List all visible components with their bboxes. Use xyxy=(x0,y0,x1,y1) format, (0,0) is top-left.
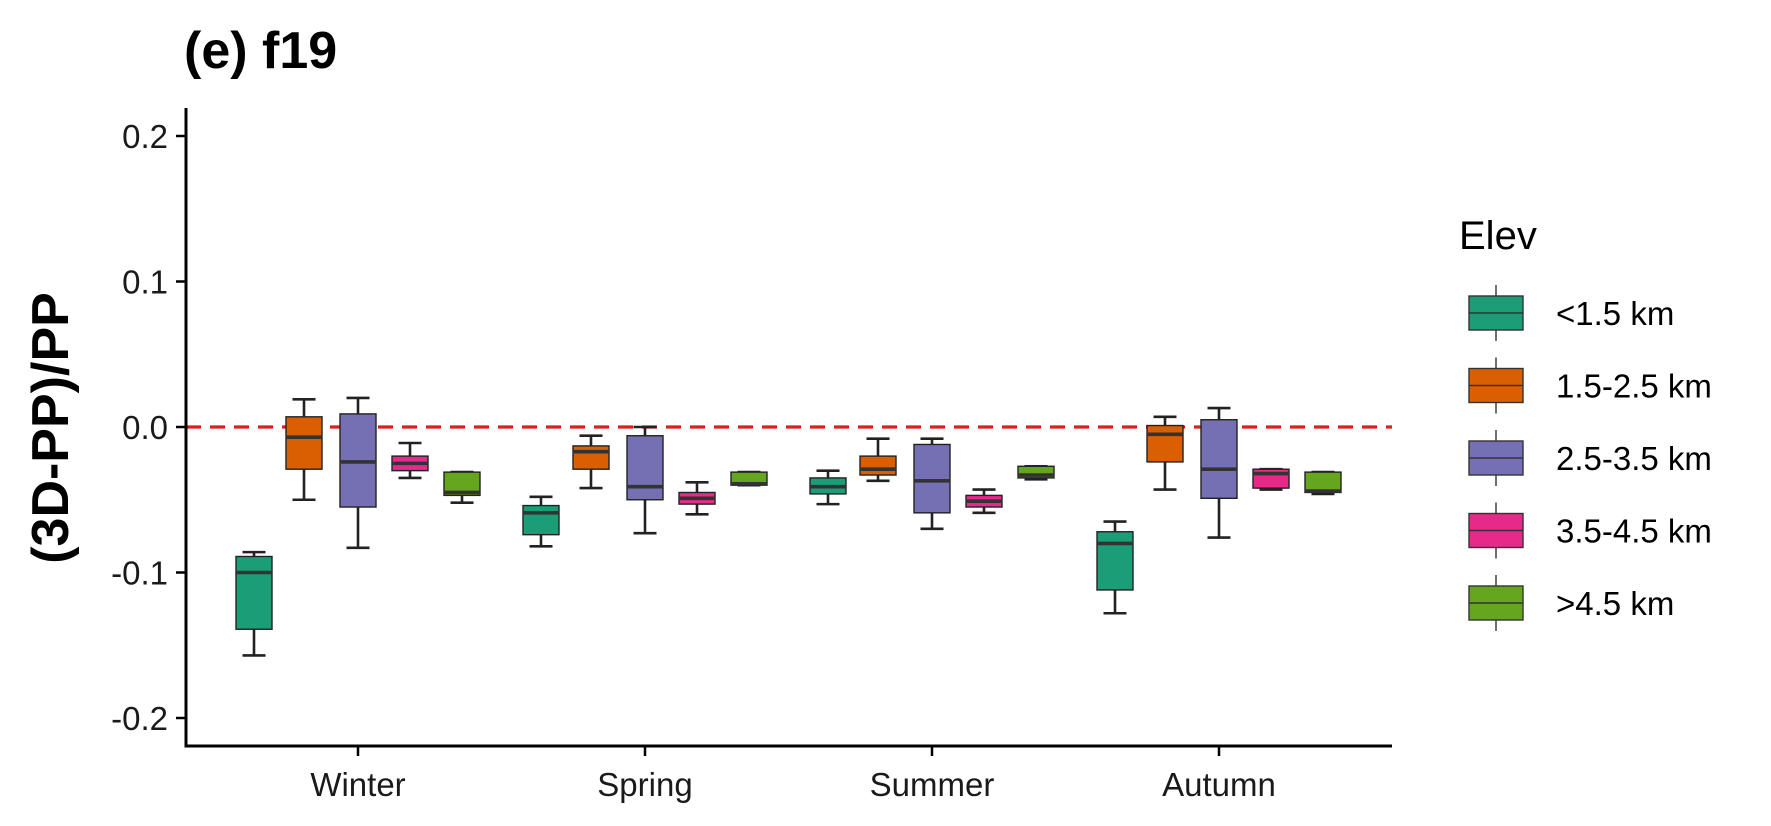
plot-area xyxy=(186,396,1392,657)
legend-item-0: <1.5 km xyxy=(1468,285,1674,341)
y-tick-label: 0.0 xyxy=(122,409,168,446)
box-body xyxy=(443,471,481,497)
legend-label: 1.5-2.5 km xyxy=(1556,368,1712,405)
box-body xyxy=(1017,465,1055,479)
y-tick-label: 0.1 xyxy=(122,264,168,301)
box-1-3 xyxy=(1146,415,1184,491)
box-body xyxy=(285,416,323,470)
legend-item-2: 2.5-3.5 km xyxy=(1468,430,1712,486)
box-4-2 xyxy=(1017,464,1055,481)
box-3-3 xyxy=(1252,467,1290,491)
box-1-1 xyxy=(572,434,610,490)
legend-label: 3.5-4.5 km xyxy=(1556,513,1712,550)
y-tick-label: -0.1 xyxy=(111,555,168,592)
axes: 0.2 0.1 0.0 -0.1 -0.2 Winter Spring Summer Autum… xyxy=(111,108,1392,803)
box-1-2 xyxy=(859,437,897,483)
y-tick-label: -0.2 xyxy=(111,700,168,737)
legend: Elev <1.5 km 1.5-2.5 km 2.5-3.5 km 3.5-4.5 … xyxy=(1459,214,1712,631)
legend-label: 2.5-3.5 km xyxy=(1556,440,1712,477)
box-body xyxy=(1200,419,1238,499)
box-body xyxy=(572,445,610,470)
box-4-1 xyxy=(730,470,768,487)
legend-label: >4.5 km xyxy=(1556,585,1674,622)
box-2-2 xyxy=(913,437,951,531)
chart-title: (e) f19 xyxy=(184,22,337,80)
legend-title: Elev xyxy=(1459,214,1537,258)
x-tick-label: Autumn xyxy=(1162,766,1276,803)
legend-label: <1.5 km xyxy=(1556,295,1674,332)
box-3-1 xyxy=(678,480,716,516)
box-2-3 xyxy=(1200,406,1238,539)
y-axis-label: (3D-PP)/PP xyxy=(22,292,80,564)
box-body xyxy=(522,504,560,536)
box-4-0 xyxy=(443,470,481,504)
box-2-1 xyxy=(626,425,664,535)
box-0-0 xyxy=(235,550,273,657)
y-tick-label: 0.2 xyxy=(122,118,168,155)
x-tick-label: Winter xyxy=(310,766,405,803)
legend-item-4: >4.5 km xyxy=(1468,575,1674,631)
box-body xyxy=(1146,424,1184,463)
box-body xyxy=(859,455,897,476)
box-body xyxy=(1096,531,1134,591)
box-4-3 xyxy=(1304,470,1342,496)
legend-item-1: 1.5-2.5 km xyxy=(1468,357,1712,414)
box-body xyxy=(235,555,273,630)
box-3-0 xyxy=(391,441,429,480)
box-2-0 xyxy=(339,396,377,550)
x-tick-label: Summer xyxy=(870,766,995,803)
box-1-0 xyxy=(285,398,323,502)
box-0-1 xyxy=(522,495,560,548)
box-0-2 xyxy=(809,469,847,506)
legend-item-3: 3.5-4.5 km xyxy=(1468,502,1712,559)
box-body xyxy=(626,435,664,501)
box-body xyxy=(913,443,951,514)
x-tick-label: Spring xyxy=(597,766,692,803)
box-0-3 xyxy=(1096,520,1134,615)
box-3-2 xyxy=(965,488,1003,515)
